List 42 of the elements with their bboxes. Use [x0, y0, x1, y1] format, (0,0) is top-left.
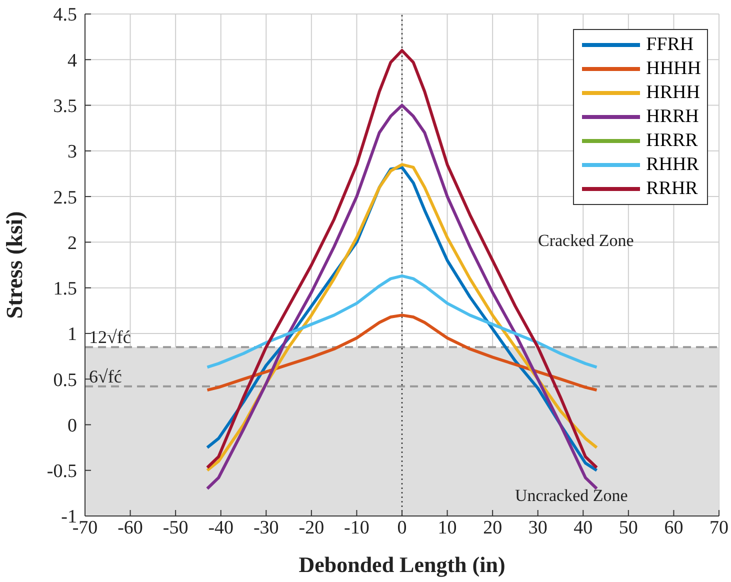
- annotation: Cracked Zone: [538, 231, 634, 251]
- x-tick-label: -50: [162, 517, 188, 538]
- y-tick-label: 1.5: [53, 278, 77, 300]
- x-tick-label: 10: [438, 517, 457, 538]
- annotation: Uncracked Zone: [515, 486, 628, 506]
- y-tick-label: 0: [68, 415, 77, 436]
- y-tick-label: 1: [68, 324, 77, 346]
- x-tick-label: 30: [528, 517, 548, 538]
- y-tick-label: 4.5: [53, 4, 77, 26]
- x-tick-label: -40: [208, 517, 234, 538]
- line-series: [206, 49, 598, 470]
- ref-line-label: 6√fć: [89, 366, 122, 386]
- x-tick-label: -10: [344, 517, 370, 538]
- y-tick-label: 2: [68, 232, 77, 254]
- legend-label: HRRR: [646, 130, 698, 152]
- y-axis-title: Stress (ksi): [2, 211, 28, 319]
- x-tick-label: 0: [397, 517, 407, 538]
- x-tick-label: 70: [710, 517, 728, 538]
- ref-line-label: 12√fć: [89, 327, 131, 348]
- y-tick-label: 4: [68, 50, 78, 72]
- line-series: [206, 314, 598, 392]
- x-axis-title: Debonded Length (in): [298, 552, 506, 577]
- x-tick-label: 50: [618, 517, 638, 538]
- legend-label: RRHR: [646, 178, 698, 200]
- line-series: [206, 274, 598, 369]
- x-tick-label: 40: [574, 517, 593, 538]
- line-series: [206, 104, 598, 490]
- legend-label: RHHR: [646, 154, 699, 176]
- legend-label: HRRH: [646, 106, 699, 128]
- y-tick-label: -0.5: [46, 461, 77, 482]
- y-tick-label: 2.5: [53, 187, 77, 208]
- x-tick-label: 60: [664, 517, 684, 538]
- legend-label: HRHH: [646, 82, 700, 104]
- x-tick-label: -60: [118, 517, 143, 538]
- legend-label: HHHH: [646, 58, 701, 80]
- y-tick-label: 3.5: [53, 96, 77, 118]
- x-tick-label: -30: [253, 517, 279, 538]
- x-tick-label: 20: [483, 517, 502, 538]
- x-tick-label: -20: [298, 517, 324, 538]
- y-tick-label: 3: [68, 142, 77, 163]
- y-tick-label: 0.5: [53, 370, 77, 391]
- legend-label: FFRH: [646, 34, 694, 56]
